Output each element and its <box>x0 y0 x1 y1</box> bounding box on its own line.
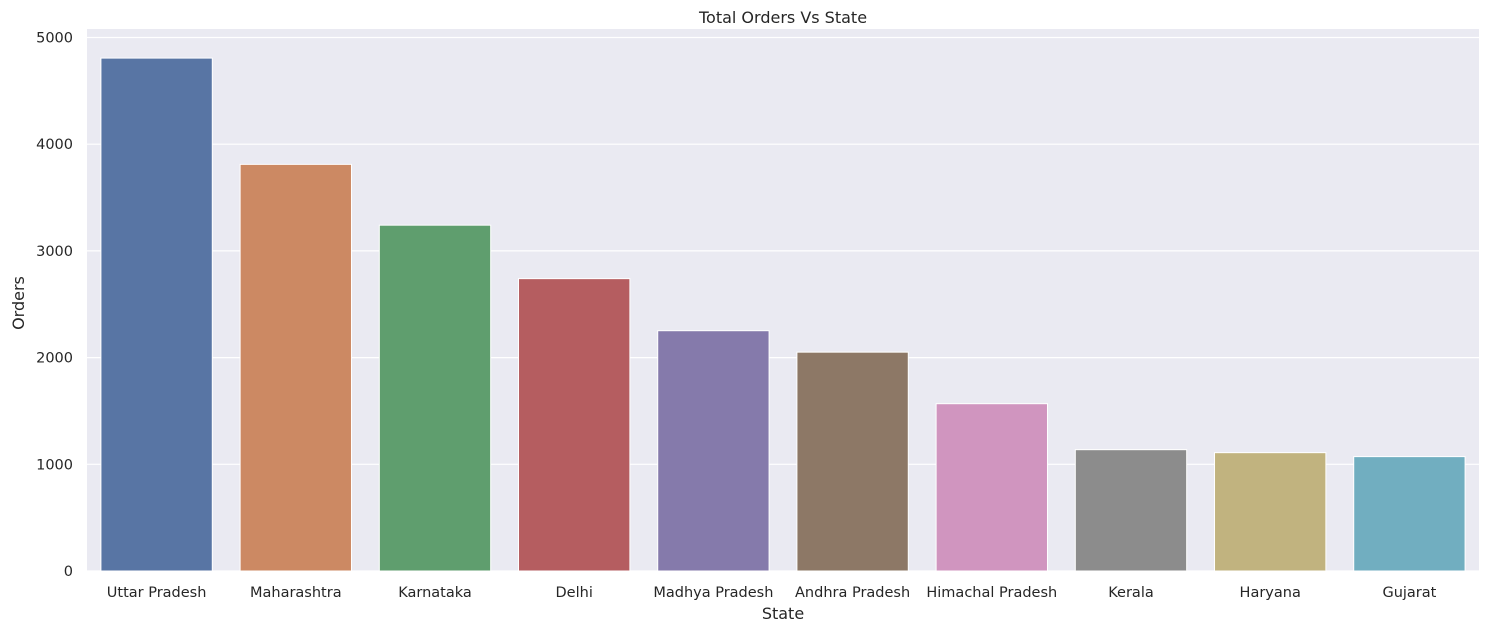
x-tick-label: Karnataka <box>398 585 472 601</box>
bar <box>239 163 352 572</box>
bar <box>1074 449 1188 572</box>
y-tick-label: 2000 <box>36 351 73 367</box>
x-tick-label: Kerala <box>1108 585 1153 601</box>
bar <box>378 224 492 572</box>
bar <box>1214 452 1327 572</box>
bar <box>796 351 909 572</box>
x-tick-label: Delhi <box>556 585 593 601</box>
bar <box>935 403 1048 572</box>
chart-title: Total Orders Vs State <box>698 8 867 27</box>
x-tick-label: Himachal Pradesh <box>926 585 1057 601</box>
y-tick-label: 5000 <box>36 31 73 47</box>
y-tick-label: 3000 <box>36 244 73 260</box>
bar <box>518 278 631 572</box>
y-tick-labels: 0 1000 2000 3000 4000 5000 <box>36 31 73 581</box>
bar <box>100 57 213 572</box>
x-tick-label: Madhya Pradesh <box>653 585 773 601</box>
y-tick-label: 1000 <box>36 457 73 473</box>
x-tick-label: Uttar Pradesh <box>107 585 207 601</box>
bar <box>1353 456 1466 572</box>
x-tick-label: Andhra Pradesh <box>795 585 910 601</box>
bars <box>100 57 1466 572</box>
bar <box>657 330 770 572</box>
y-tick-label: 4000 <box>36 137 73 153</box>
y-tick-label: 0 <box>64 564 73 580</box>
x-tick-label: Gujarat <box>1382 585 1436 601</box>
x-tick-labels: Uttar Pradesh Maharashtra Karnataka Delhi Ma… <box>107 585 1437 601</box>
x-tick-label: Haryana <box>1240 585 1301 601</box>
x-axis-label: State <box>762 604 804 623</box>
y-axis-label: Orders <box>9 276 28 330</box>
x-tick-label: Maharashtra <box>250 585 342 601</box>
